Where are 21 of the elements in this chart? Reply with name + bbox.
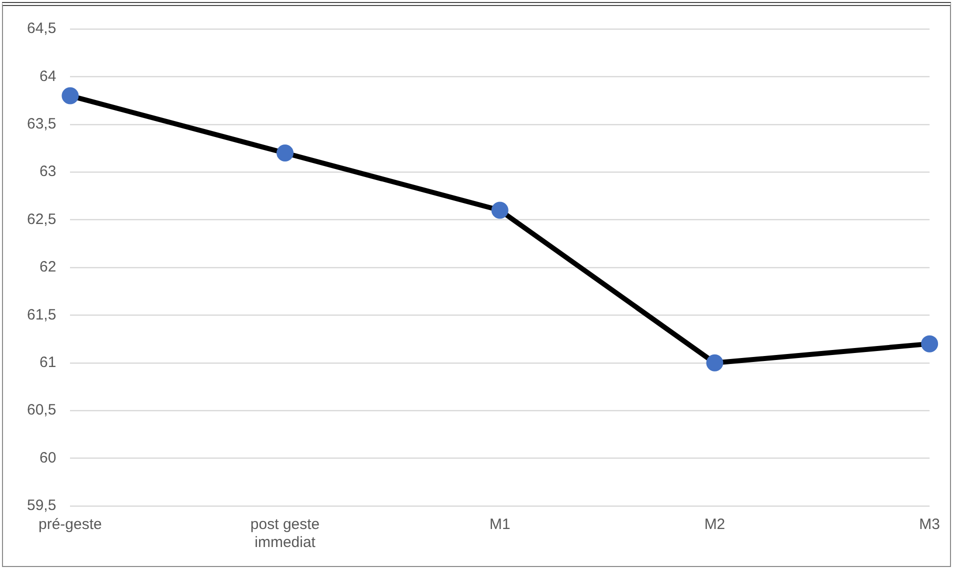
- y-tick-label: 60,5: [26, 402, 56, 419]
- x-tick-label: pré-geste: [38, 516, 102, 534]
- y-tick-label: 61,5: [26, 306, 56, 324]
- y-tick-label: 64,5: [26, 20, 56, 38]
- y-tick-label: 62: [40, 258, 56, 276]
- y-tick-label: 63: [40, 163, 56, 180]
- y-tick-label: 64: [40, 68, 56, 85]
- point: [491, 202, 508, 219]
- x-tick-label: M2: [704, 516, 726, 534]
- point: [921, 335, 938, 352]
- y-tick-label: 62,5: [26, 210, 56, 228]
- x-tick-label: M1: [489, 516, 510, 534]
- y-tick-label: 59,5: [26, 497, 56, 514]
- point: [62, 87, 79, 104]
- x-tick-label: post geste immediat: [250, 516, 320, 552]
- point: [706, 354, 724, 372]
- x-tick-label: M3: [919, 516, 940, 534]
- y-tick-label: 63,5: [26, 116, 56, 133]
- y-tick-label: 61: [40, 354, 56, 372]
- point: [276, 144, 294, 162]
- y-tick-label: 60: [40, 449, 56, 466]
